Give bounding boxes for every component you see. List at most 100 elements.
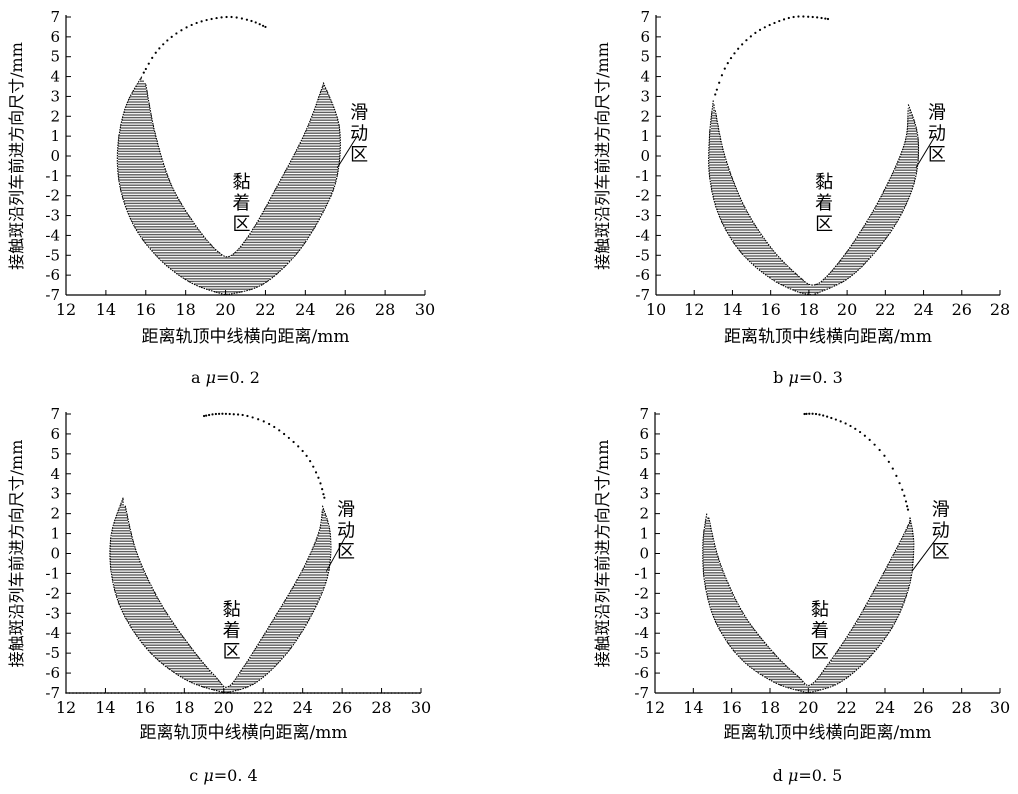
slip-dot [789,278,791,281]
slip-dot [120,166,122,168]
slip-dot [262,231,264,233]
slip-dot [236,270,238,272]
slip-dot [767,252,769,255]
slip-dot [126,192,128,194]
slip-dot [713,127,715,130]
slip-dot [306,174,308,176]
slip-dot [156,205,158,207]
caption-value: =0. 2 [216,368,260,387]
slip-dot [715,166,717,169]
slip-dot [126,187,128,189]
slip-dot [727,174,729,177]
slip-dot [823,281,825,283]
slip-dot [158,236,160,238]
slip-dot [274,220,276,223]
slip-dot [242,265,244,267]
slip-dot [122,192,124,194]
slip-dot [198,249,200,251]
slip-dot [286,184,288,186]
slip-dot [286,215,288,218]
slip-dot [853,242,855,244]
slip-dot [142,88,144,90]
slip-dot [266,252,268,254]
slip-dot [879,208,881,210]
slip-dot [338,150,340,153]
slip-dot [136,161,138,163]
boundary-point [205,18,208,22]
slip-dot [314,137,316,140]
slip-dot [196,259,198,262]
slip-dot [310,148,312,150]
slip-dot [288,236,290,238]
slip-dot [881,203,883,205]
slip-dot [861,263,863,265]
slip-dot [719,156,721,158]
slip-dot [721,148,723,151]
slip-dot [310,189,312,192]
slip-dot [264,239,266,241]
slip-dot [783,268,785,270]
slip-dot [863,242,865,244]
slip-dot [737,224,739,226]
slip-dot [270,223,272,225]
slip-dot [246,254,248,257]
slip-dot [791,273,793,275]
slip-dot [158,187,160,189]
slip-dot [122,153,124,155]
slip-dot [292,184,294,186]
slip-dot [166,192,168,194]
slip-dot [204,244,206,246]
slip-dot [280,189,282,192]
slip-dot [292,161,294,163]
slip-dot [314,179,316,181]
slip-dot [729,200,731,203]
slip-dot [314,145,316,147]
slip-dot [296,168,298,171]
slip-dot [308,233,310,236]
slip-dot [274,192,276,194]
slip-dot [831,270,833,273]
slip-dot [817,286,819,288]
slip-dot [190,241,192,244]
slip-dot [146,171,148,173]
slip-dot [777,268,779,270]
slip-dot [174,236,176,238]
slip-dot [280,213,282,215]
slip-dot [873,231,875,234]
slip-dot [715,182,717,184]
slip-dot [202,270,204,272]
slip-dot [274,226,276,228]
slip-dot [737,195,739,197]
slip-dot [278,220,280,223]
slip-dot [186,241,188,244]
slip-dot [282,210,284,212]
slip-dot [260,278,262,280]
slip-dot [863,229,865,231]
slip-dot [330,116,332,119]
slip-dot [745,213,747,216]
slip-dot [755,239,757,242]
slip-dot [148,210,150,212]
slip-dot [274,213,276,215]
slip-dot [286,249,288,251]
slip-dot [144,116,146,119]
slip-dot [124,176,126,179]
slip-dot [158,200,160,202]
slip-dot [172,252,174,254]
slip-dot [709,166,711,169]
slip-dot [162,228,164,231]
slip-dot [160,184,162,186]
slip-dot [723,221,725,223]
slip-dot [164,179,166,181]
slip-dot [162,252,164,254]
slip-dot [765,255,767,257]
slip-dot [298,158,300,160]
slip-dot [326,124,328,127]
slip-dot [172,223,174,225]
slip-dot [136,127,138,129]
slip-dot [148,129,150,132]
slip-dot [254,236,256,238]
slip-dot [192,228,194,231]
slip-dot [214,288,216,290]
slip-dot [330,106,332,108]
